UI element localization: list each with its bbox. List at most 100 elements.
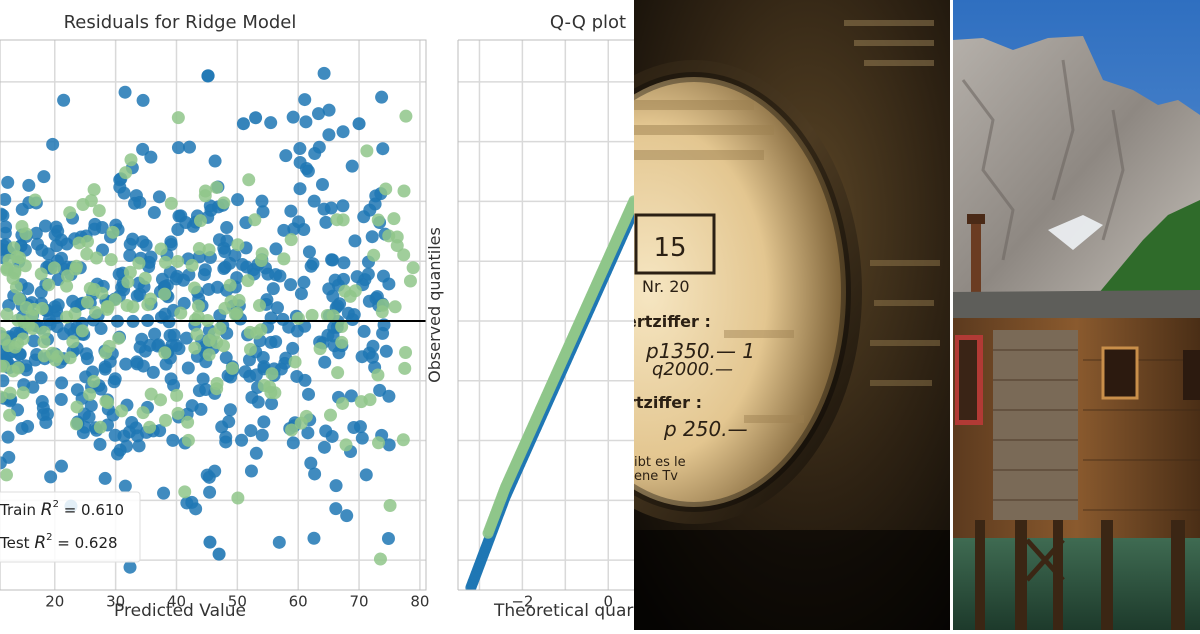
residual-point-599 bbox=[399, 109, 413, 123]
residual-point-307 bbox=[144, 150, 158, 164]
residual-point-30 bbox=[357, 324, 371, 338]
residual-point-449 bbox=[264, 335, 278, 349]
residual-point-79 bbox=[119, 357, 133, 371]
residual-point-299 bbox=[322, 128, 336, 142]
residual-point-540 bbox=[282, 320, 296, 334]
residual-point-746 bbox=[15, 219, 29, 233]
residual-point-69 bbox=[270, 301, 284, 315]
residual-point-535 bbox=[0, 193, 12, 207]
residual-point-411 bbox=[54, 251, 68, 265]
residual-point-605 bbox=[0, 468, 13, 482]
svg-text:ibt es le: ibt es le bbox=[634, 455, 686, 470]
residual-point-348 bbox=[82, 410, 96, 424]
residual-point-661 bbox=[191, 299, 205, 313]
residual-point-462 bbox=[365, 350, 379, 364]
magnifier-shadow bbox=[634, 530, 950, 630]
qq-x-tick-0: −2 bbox=[511, 593, 533, 611]
residual-point-696 bbox=[291, 311, 305, 325]
residual-point-485 bbox=[245, 390, 259, 404]
residual-point-600 bbox=[123, 265, 137, 279]
residual-point-28 bbox=[359, 468, 373, 482]
residual-point-611 bbox=[143, 420, 157, 434]
residual-point-58 bbox=[322, 103, 336, 117]
residual-point-367 bbox=[328, 273, 342, 287]
residual-point-734 bbox=[339, 438, 353, 452]
residual-point-748 bbox=[390, 239, 404, 253]
residual-point-647 bbox=[225, 361, 239, 375]
residual-point-168 bbox=[244, 464, 258, 478]
residual-point-689 bbox=[223, 278, 237, 292]
residuals-frame bbox=[0, 39, 427, 591]
residual-point-690 bbox=[248, 213, 262, 227]
residual-point-511 bbox=[315, 178, 329, 192]
residual-point-723 bbox=[320, 309, 334, 323]
residual-point-347 bbox=[171, 141, 185, 155]
residual-point-488 bbox=[129, 421, 143, 435]
residual-point-364 bbox=[57, 93, 71, 107]
cabin-window bbox=[1101, 346, 1139, 400]
residual-point-211 bbox=[164, 372, 178, 386]
residual-point-72 bbox=[208, 154, 222, 168]
residual-point-659 bbox=[396, 433, 410, 447]
residual-point-395 bbox=[198, 263, 212, 277]
residual-point-315 bbox=[297, 223, 311, 237]
residual-point-380 bbox=[331, 299, 345, 313]
residual-point-645 bbox=[164, 196, 178, 210]
residual-point-568 bbox=[277, 252, 291, 266]
residual-point-727 bbox=[69, 259, 83, 273]
residual-point-382 bbox=[120, 439, 134, 453]
residual-point-99 bbox=[219, 351, 233, 365]
residual-point-751 bbox=[190, 327, 204, 341]
residual-point-271 bbox=[301, 426, 315, 440]
residual-point-736 bbox=[383, 498, 397, 512]
residual-point-378 bbox=[381, 531, 395, 545]
residuals-x-label: Predicted Value bbox=[114, 601, 246, 621]
residual-point-755 bbox=[363, 393, 377, 407]
residual-point-425 bbox=[118, 85, 132, 99]
residual-point-704 bbox=[250, 326, 264, 340]
residual-point-585 bbox=[397, 248, 411, 262]
residual-point-49 bbox=[93, 437, 107, 451]
residual-point-445 bbox=[171, 223, 185, 237]
residual-point-770 bbox=[203, 535, 217, 549]
residual-point-270 bbox=[382, 389, 396, 403]
residual-point-459 bbox=[382, 438, 396, 452]
residual-point-741 bbox=[83, 281, 97, 295]
r2-legend-box bbox=[0, 491, 141, 563]
lake bbox=[953, 538, 1200, 630]
residual-point-224 bbox=[304, 259, 318, 273]
residual-point-774 bbox=[352, 117, 366, 131]
residual-point-714 bbox=[93, 420, 107, 434]
chimney bbox=[971, 222, 981, 298]
residual-point-482 bbox=[185, 399, 199, 413]
residual-point-717 bbox=[87, 183, 101, 197]
residual-point-174 bbox=[265, 397, 279, 411]
cabin-side-wall bbox=[993, 330, 1078, 520]
cabin-svg bbox=[953, 0, 1200, 630]
residual-point-587 bbox=[376, 298, 390, 312]
residual-point-730 bbox=[181, 433, 195, 447]
residual-point-593 bbox=[34, 267, 48, 281]
residual-point-385 bbox=[94, 322, 108, 336]
svg-text:p 250.—: p 250.— bbox=[663, 417, 748, 441]
residual-point-641 bbox=[367, 248, 381, 262]
residual-point-504 bbox=[26, 380, 40, 394]
residual-point-46 bbox=[223, 403, 237, 417]
residual-point-572 bbox=[0, 307, 14, 321]
residuals-x-tick-2: 40 bbox=[167, 593, 186, 611]
residual-point-569 bbox=[387, 212, 401, 226]
residual-point-733 bbox=[338, 284, 352, 298]
qq-points bbox=[465, 195, 634, 590]
residual-point-698 bbox=[159, 413, 173, 427]
residual-point-384 bbox=[299, 115, 313, 129]
residual-point-551 bbox=[169, 272, 183, 286]
residual-point-404 bbox=[284, 204, 298, 218]
residual-point-245 bbox=[255, 428, 269, 442]
residuals-points bbox=[0, 66, 420, 574]
residual-point-310 bbox=[375, 90, 389, 104]
residual-point-363 bbox=[164, 235, 178, 249]
residual-point-747 bbox=[313, 342, 327, 356]
svg-text:rtziffer :: rtziffer : bbox=[634, 393, 702, 412]
residual-point-544 bbox=[332, 346, 346, 360]
lens-glass bbox=[634, 77, 846, 507]
